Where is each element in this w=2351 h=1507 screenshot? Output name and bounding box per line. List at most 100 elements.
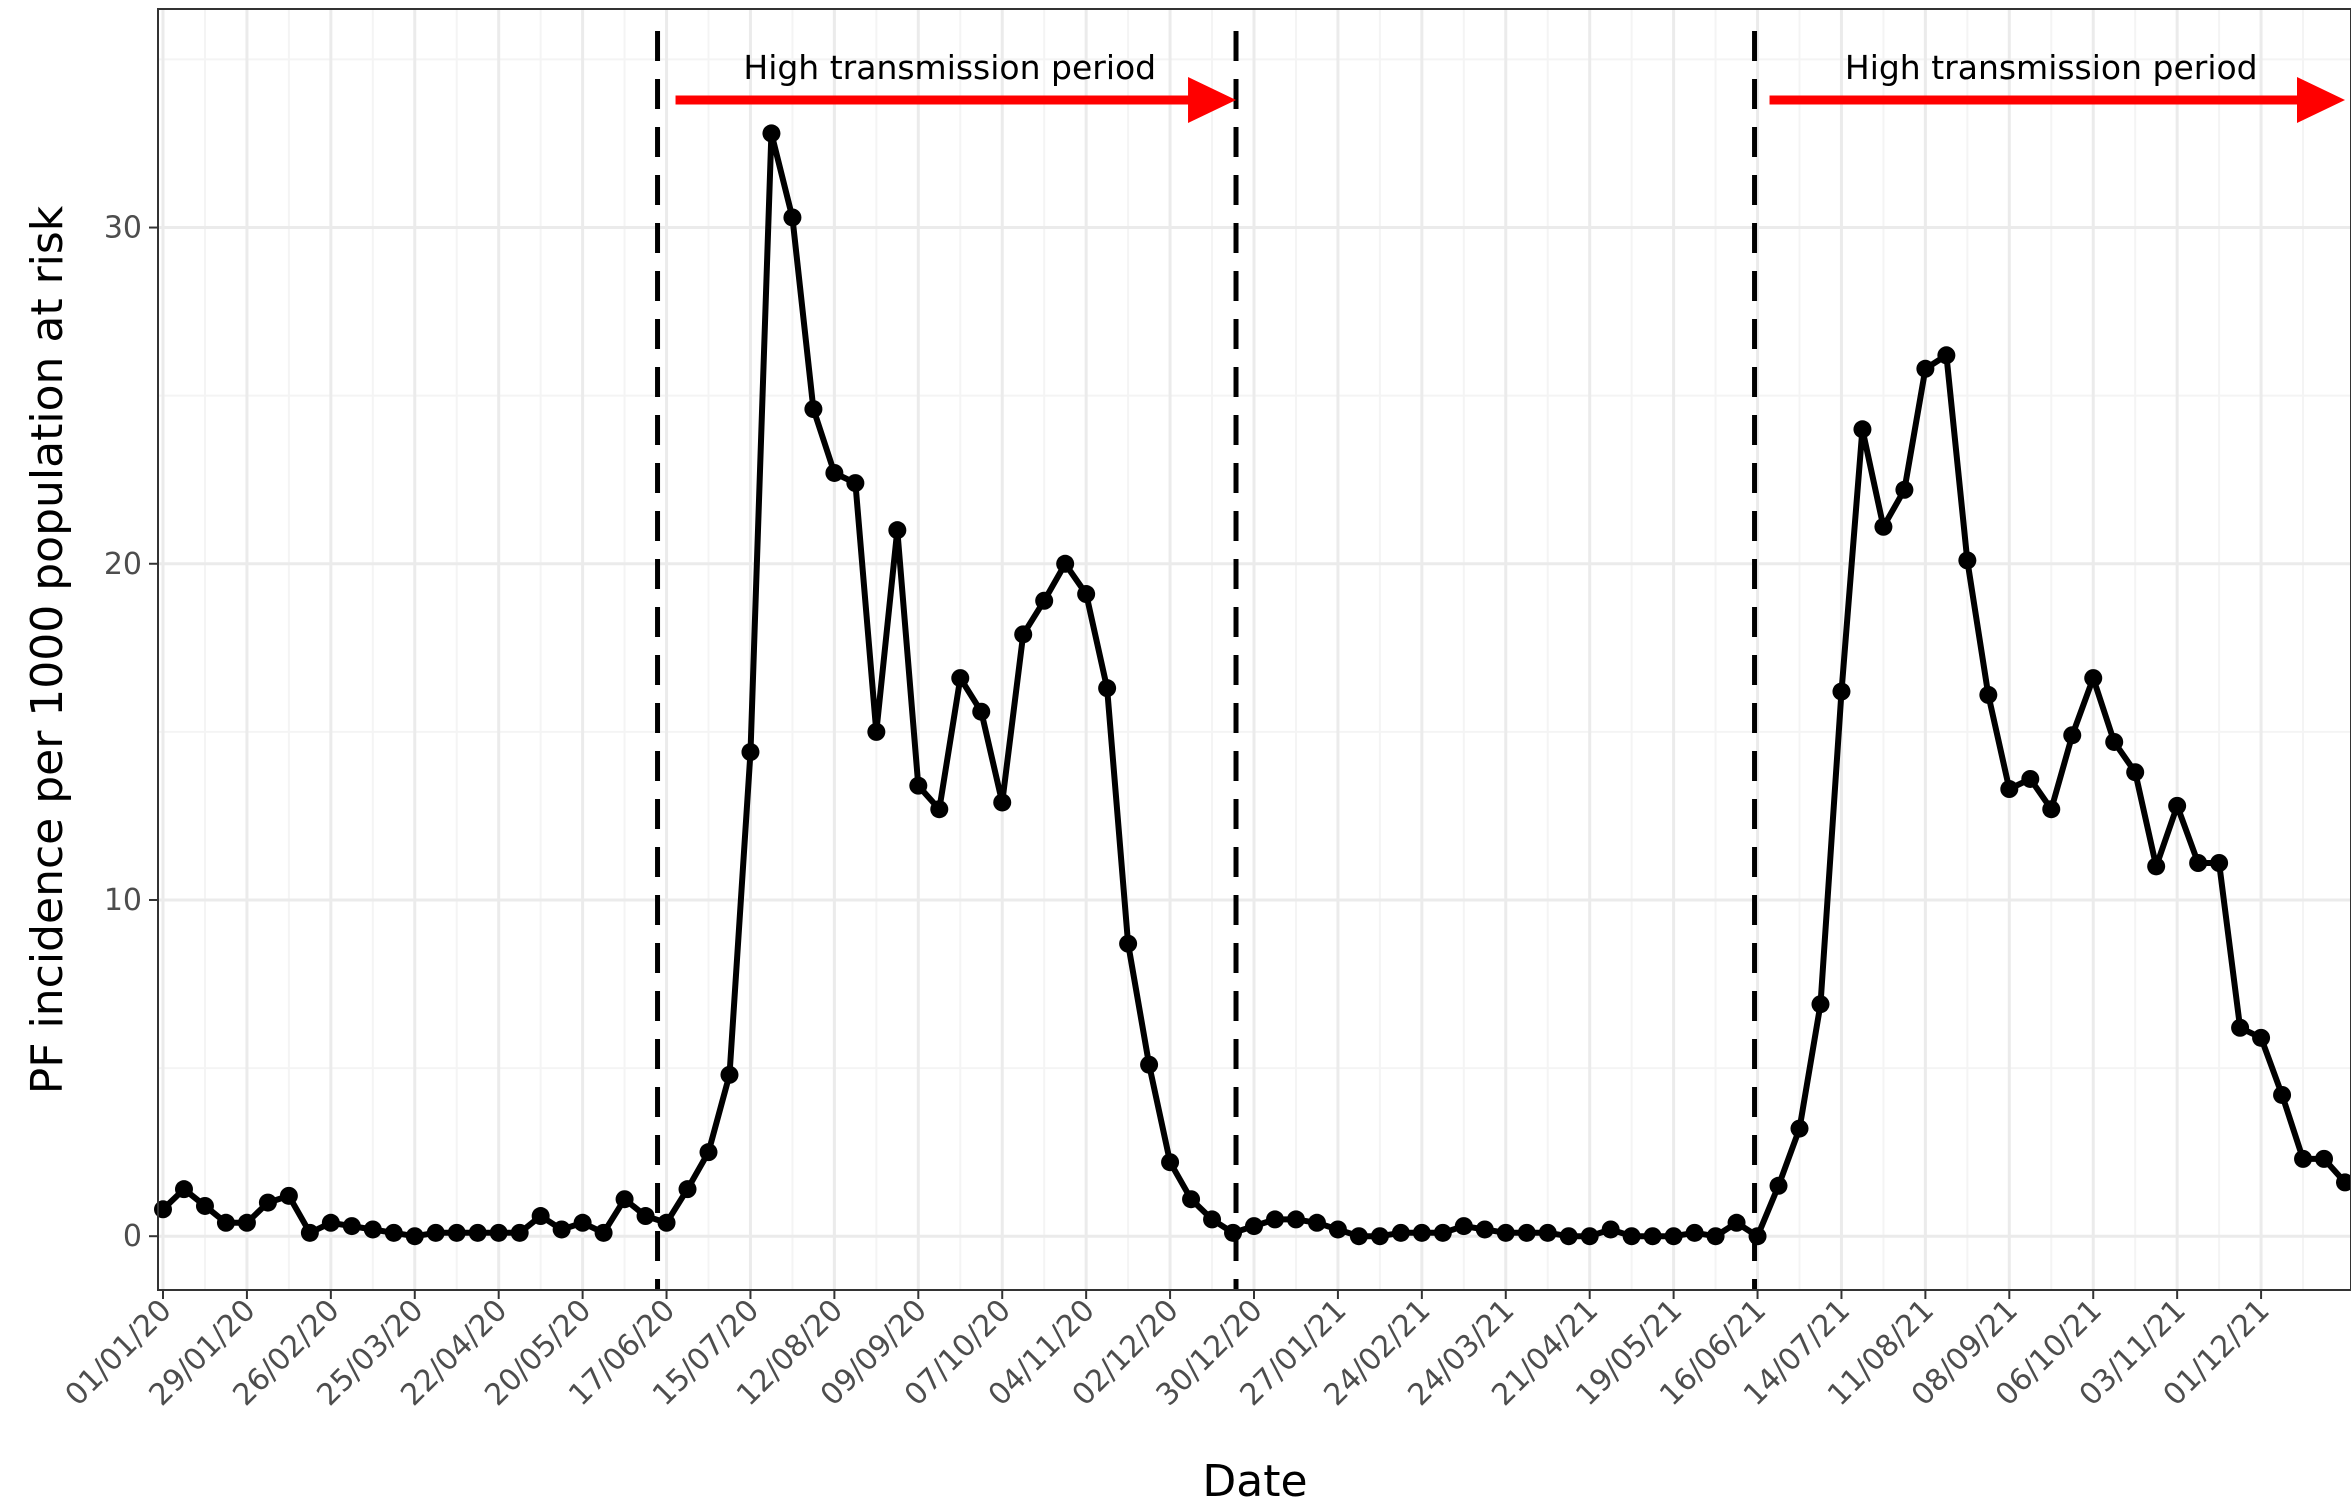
data-point bbox=[426, 1223, 445, 1242]
data-point bbox=[2252, 1028, 2271, 1047]
data-point bbox=[1224, 1223, 1243, 1242]
data-point bbox=[2294, 1149, 2313, 1168]
data-point bbox=[489, 1223, 508, 1242]
data-point bbox=[1307, 1213, 1326, 1232]
data-point bbox=[1895, 480, 1914, 499]
period-boundary-lines bbox=[655, 31, 1758, 1290]
data-point bbox=[1056, 554, 1075, 573]
data-point bbox=[1119, 934, 1138, 953]
transmission-period-label: High transmission period bbox=[1845, 48, 2258, 87]
data-point bbox=[405, 1227, 424, 1246]
y-tick-label: 10 bbox=[104, 883, 142, 918]
data-point bbox=[1622, 1227, 1641, 1246]
data-point bbox=[657, 1213, 676, 1232]
y-tick-label: 0 bbox=[123, 1219, 142, 1254]
data-point bbox=[993, 793, 1012, 812]
data-point bbox=[468, 1223, 487, 1242]
data-point bbox=[1727, 1213, 1746, 1232]
data-point bbox=[2000, 780, 2019, 799]
data-point bbox=[258, 1193, 277, 1212]
data-point bbox=[1391, 1223, 1410, 1242]
data-point bbox=[1979, 685, 1998, 704]
data-point bbox=[2189, 854, 2208, 872]
data-point bbox=[1790, 1119, 1809, 1138]
data-point bbox=[1832, 682, 1851, 701]
data-point bbox=[2210, 854, 2229, 872]
data-point bbox=[1517, 1223, 1536, 1242]
data-point bbox=[447, 1223, 466, 1242]
data-point bbox=[1496, 1223, 1515, 1242]
data-point bbox=[762, 124, 781, 143]
grid-lines bbox=[158, 9, 2351, 1290]
data-point bbox=[972, 702, 991, 721]
data-point bbox=[384, 1223, 403, 1242]
data-point bbox=[783, 208, 802, 227]
data-point bbox=[552, 1220, 571, 1239]
x-axis: 01/01/2029/01/2026/02/2025/03/2022/04/20… bbox=[59, 1290, 2277, 1413]
data-point bbox=[1643, 1227, 1662, 1246]
data-point bbox=[1853, 420, 1872, 439]
data-point bbox=[1811, 995, 1830, 1014]
data-point bbox=[1077, 585, 1096, 604]
data-point bbox=[2042, 800, 2061, 819]
y-tick-label: 30 bbox=[104, 211, 142, 246]
data-point bbox=[1685, 1223, 1704, 1242]
data-point bbox=[1580, 1227, 1599, 1246]
data-point bbox=[1203, 1210, 1222, 1229]
data-point bbox=[2168, 796, 2187, 815]
data-point bbox=[1916, 359, 1935, 378]
data-point bbox=[1454, 1217, 1473, 1236]
data-point bbox=[573, 1213, 592, 1232]
data-point bbox=[216, 1213, 235, 1232]
data-point bbox=[2231, 1018, 2250, 1037]
data-point bbox=[615, 1190, 634, 1209]
data-point bbox=[1035, 591, 1054, 610]
data-point bbox=[1140, 1055, 1159, 1074]
data-point bbox=[888, 521, 907, 540]
data-point bbox=[1182, 1190, 1201, 1209]
transmission-period-label: High transmission period bbox=[743, 48, 1156, 87]
data-point bbox=[846, 474, 865, 493]
series-layer bbox=[154, 124, 2351, 1246]
data-point bbox=[678, 1180, 697, 1199]
data-point bbox=[2147, 857, 2166, 876]
data-point bbox=[1748, 1227, 1767, 1246]
data-point bbox=[1161, 1153, 1180, 1172]
y-tick-label: 20 bbox=[104, 547, 142, 582]
data-point bbox=[1098, 679, 1117, 698]
data-point bbox=[321, 1213, 340, 1232]
data-point bbox=[804, 400, 823, 419]
data-point bbox=[531, 1207, 550, 1226]
data-point bbox=[1664, 1227, 1683, 1246]
data-point bbox=[237, 1213, 256, 1232]
data-point bbox=[594, 1223, 613, 1242]
data-point bbox=[1874, 517, 1893, 536]
data-point bbox=[2336, 1173, 2351, 1192]
data-point bbox=[174, 1180, 193, 1199]
data-point bbox=[1370, 1227, 1389, 1246]
data-point bbox=[2126, 763, 2145, 782]
data-point bbox=[741, 743, 760, 762]
data-point bbox=[1559, 1227, 1578, 1246]
data-point bbox=[1412, 1223, 1431, 1242]
data-point bbox=[1349, 1227, 1368, 1246]
data-point bbox=[1538, 1223, 1557, 1242]
data-point bbox=[1958, 551, 1977, 570]
data-point bbox=[1769, 1176, 1788, 1195]
y-axis: 0 10 20 30 bbox=[104, 211, 158, 1254]
y-axis-title: PF incidence per 1000 population at risk bbox=[22, 205, 73, 1094]
data-point bbox=[825, 463, 844, 482]
data-point bbox=[342, 1217, 361, 1236]
x-axis-title: Date bbox=[1202, 1456, 1307, 1507]
data-point bbox=[909, 776, 928, 795]
data-point bbox=[951, 669, 970, 688]
data-point bbox=[279, 1186, 298, 1205]
data-point bbox=[720, 1065, 739, 1084]
data-point bbox=[1265, 1210, 1284, 1229]
data-point bbox=[1245, 1217, 1263, 1236]
data-point bbox=[510, 1223, 529, 1242]
data-point bbox=[930, 800, 949, 819]
data-point bbox=[2105, 732, 2124, 751]
data-point bbox=[2063, 726, 2082, 745]
